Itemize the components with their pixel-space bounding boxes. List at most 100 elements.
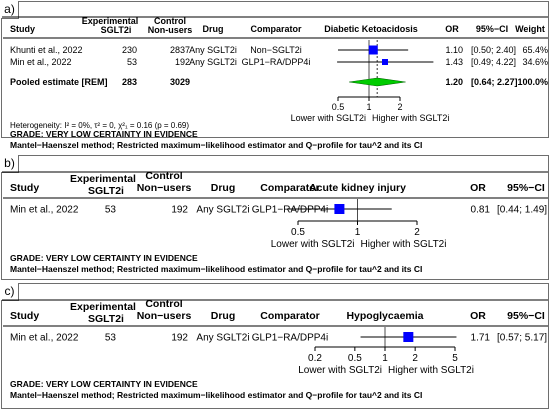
pooled-weight: 100.0% [517, 77, 548, 87]
col-header-outcome: Acute kidney injury [309, 182, 406, 194]
col-header-control-sub: Non-users [148, 25, 193, 35]
or-value: 1.10 [445, 45, 463, 55]
pooled-diamond [348, 77, 406, 87]
grade-text: GRADE: VERY LOW CERTAINTY IN EVIDENCE [10, 129, 198, 139]
x-tick-label: 0.5 [332, 102, 345, 112]
effect-square [381, 59, 388, 65]
col-header-study: Study [10, 182, 39, 194]
ci-value: [0.57; 5.17] [497, 333, 547, 344]
col-header-ci: 95%−CI [507, 182, 545, 194]
col-header-drug: Drug [211, 310, 236, 322]
col-header-control-sub: Non−users [137, 310, 192, 322]
right-direction-label: Higher with SGLT2i [388, 365, 474, 376]
ci-value: [0.49; 4.22] [471, 57, 516, 67]
or-value: 0.81 [471, 205, 491, 216]
experimental-count: 230 [122, 45, 137, 55]
col-header-control: Control [145, 170, 182, 182]
control-count: 192 [175, 57, 190, 67]
experimental-count: 53 [105, 333, 117, 344]
left-direction-label: Lower with SGLT2i [291, 113, 366, 123]
right-direction-label: Higher with SGLT2i [361, 239, 447, 250]
comparator-name: Non−SGLT2i [250, 45, 302, 55]
comparator-name: GLP1−RA/DPP4i [252, 333, 328, 344]
study-name: Khunti et al., 2022 [10, 45, 83, 55]
method-text: Mantel−Haenszel method; Restricted maxim… [10, 390, 422, 400]
study-name: Min et al., 2022 [10, 333, 79, 344]
panel-a-label: a) [1, 1, 19, 19]
col-header-comparator: Comparator [260, 182, 320, 194]
col-header-control-sub: Non−users [137, 182, 192, 194]
comparator-name: GLP1−RA/DPP4i [242, 57, 311, 67]
weight-value: 34.6% [522, 57, 548, 67]
col-header-comparator: Comparator [260, 310, 320, 322]
col-header-experimental: Experimental [82, 16, 139, 26]
col-header-experimental: Experimental [70, 301, 136, 313]
method-text: Mantel−Haenszel method; Restricted maxim… [10, 140, 422, 150]
panel-c-frame [1, 283, 549, 409]
col-header-study: Study [10, 24, 35, 34]
col-header-drug: Drug [203, 24, 224, 34]
control-count: 192 [171, 205, 188, 216]
col-header-or: OR [470, 182, 486, 194]
effect-square [368, 45, 378, 55]
comparator-name: GLP1−RA/DPP4i [252, 205, 328, 216]
experimental-count: 53 [105, 205, 117, 216]
col-header-or: OR [445, 24, 459, 34]
x-tick-label: 2 [412, 353, 418, 364]
x-tick-label: 5 [452, 353, 458, 364]
col-header-weight: Weight [515, 24, 545, 34]
col-header-drug: Drug [211, 182, 236, 194]
or-value: 1.43 [445, 57, 463, 67]
col-header-ci: 95%−CI [507, 310, 545, 322]
col-header-control: Control [145, 298, 182, 310]
study-name: Min et al., 2022 [10, 57, 72, 67]
col-header-outcome: Diabetic Ketoacidosis [324, 24, 418, 34]
control-count: 2837 [170, 45, 190, 55]
method-text: Mantel−Haenszel method; Restricted maxim… [10, 264, 422, 274]
x-tick-label: 0.5 [291, 227, 305, 238]
drug-name: Any SGLT2i [189, 45, 237, 55]
drug-name: Any SGLT2i [196, 205, 249, 216]
col-header-study: Study [10, 310, 39, 322]
ci-value: [0.44; 1.49] [497, 205, 547, 216]
pooled-ci: [0.64; 2.27] [471, 77, 518, 87]
effect-square [334, 204, 345, 214]
right-direction-label: Higher with SGLT2i [372, 113, 449, 123]
col-header-comparator: Comparator [250, 24, 302, 34]
heterogeneity-text: Heterogeneity: I² = 0%, τ² = 0, χ²₁ = 0.… [10, 121, 189, 130]
pooled-or: 1.20 [445, 77, 463, 87]
ci-value: [0.50; 2.40] [471, 45, 516, 55]
left-direction-label: Lower with SGLT2i [271, 239, 355, 250]
x-tick-label: 2 [397, 102, 402, 112]
col-header-experimental-sub: SGLT2i [88, 313, 124, 325]
panel-b-frame [1, 155, 549, 280]
x-tick-label: 1 [355, 227, 361, 238]
x-tick-label: 2 [414, 227, 420, 238]
grade-text: GRADE: VERY LOW CERTAINTY IN EVIDENCE [10, 379, 198, 389]
experimental-count: 53 [127, 57, 137, 67]
grade-text: GRADE: VERY LOW CERTAINTY IN EVIDENCE [10, 253, 198, 263]
col-header-or: OR [470, 310, 486, 322]
col-header-control: Control [154, 16, 186, 26]
pooled-experimental: 283 [122, 77, 137, 87]
drug-name: Any SGLT2i [189, 57, 237, 67]
x-tick-label: 1 [382, 353, 388, 364]
x-tick-label: 0.2 [308, 353, 322, 364]
weight-value: 65.4% [522, 45, 548, 55]
left-direction-label: Lower with SGLT2i [298, 365, 382, 376]
study-name: Min et al., 2022 [10, 205, 79, 216]
pooled-label: Pooled estimate [REM] [10, 77, 108, 87]
control-count: 192 [171, 333, 188, 344]
col-header-outcome: Hypoglycaemia [346, 310, 423, 322]
effect-square [403, 332, 414, 342]
or-value: 1.71 [471, 333, 491, 344]
drug-name: Any SGLT2i [196, 333, 249, 344]
pooled-control: 3029 [170, 77, 190, 87]
x-tick-label: 0.5 [348, 353, 362, 364]
panel-a-frame [1, 1, 549, 138]
col-header-experimental-sub: SGLT2i [101, 25, 132, 35]
col-header-experimental-sub: SGLT2i [88, 185, 124, 197]
